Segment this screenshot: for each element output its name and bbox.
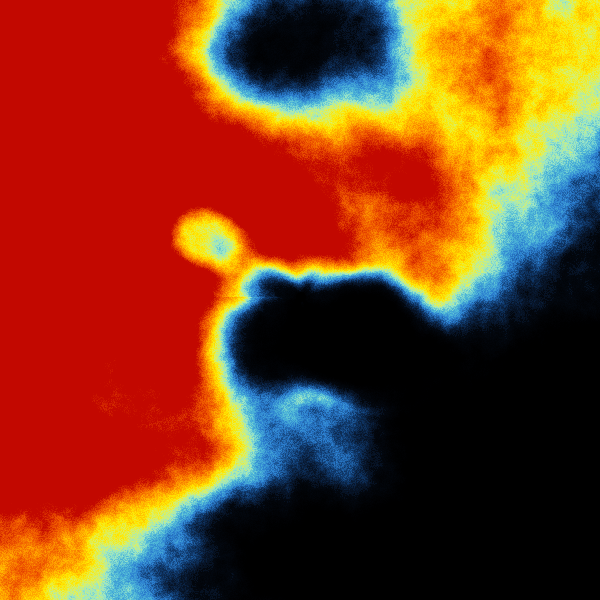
satellite-image-viewport bbox=[0, 0, 600, 600]
infrared-satellite-image bbox=[0, 0, 600, 600]
